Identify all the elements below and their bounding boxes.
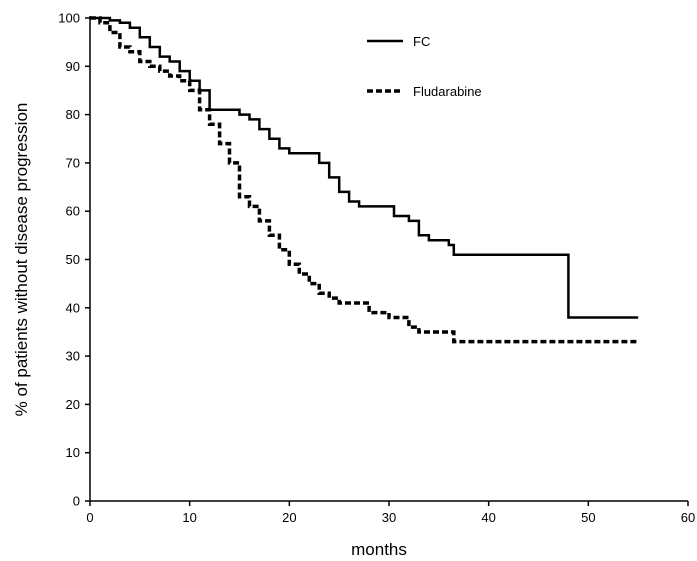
y-tick-label: 80 bbox=[66, 107, 80, 122]
x-tick-label: 20 bbox=[282, 510, 296, 525]
y-tick-label: 40 bbox=[66, 300, 80, 315]
x-tick-label: 30 bbox=[382, 510, 396, 525]
legend-label-fludarabine: Fludarabine bbox=[413, 84, 482, 99]
series-line-fludarabine bbox=[90, 16, 639, 344]
y-tick-label: 70 bbox=[66, 155, 80, 170]
y-tick-label: 100 bbox=[58, 11, 80, 26]
y-ticks: 0 10 20 30 40 50 60 70 80 90 100 bbox=[58, 11, 90, 509]
legend-label-fc: FC bbox=[413, 34, 430, 49]
x-ticks: 0 10 20 30 40 50 60 bbox=[86, 501, 695, 525]
series-line-fc bbox=[90, 16, 639, 319]
x-tick-label: 0 bbox=[86, 510, 93, 525]
y-tick-label: 10 bbox=[66, 445, 80, 460]
x-axis-title: months bbox=[351, 540, 407, 559]
y-axis-title: % of patients without disease progressio… bbox=[12, 103, 31, 417]
y-tick-label: 60 bbox=[66, 204, 80, 219]
x-tick-label: 60 bbox=[681, 510, 695, 525]
y-tick-label: 0 bbox=[73, 494, 80, 509]
y-tick-label: 90 bbox=[66, 59, 80, 74]
y-tick-label: 20 bbox=[66, 397, 80, 412]
x-tick-label: 50 bbox=[581, 510, 595, 525]
x-tick-label: 40 bbox=[481, 510, 495, 525]
series-layer bbox=[90, 16, 639, 344]
legend: FC Fludarabine bbox=[367, 34, 482, 99]
axes bbox=[89, 16, 688, 502]
y-tick-label: 30 bbox=[66, 349, 80, 364]
x-tick-label: 10 bbox=[182, 510, 196, 525]
y-tick-label: 50 bbox=[66, 252, 80, 267]
